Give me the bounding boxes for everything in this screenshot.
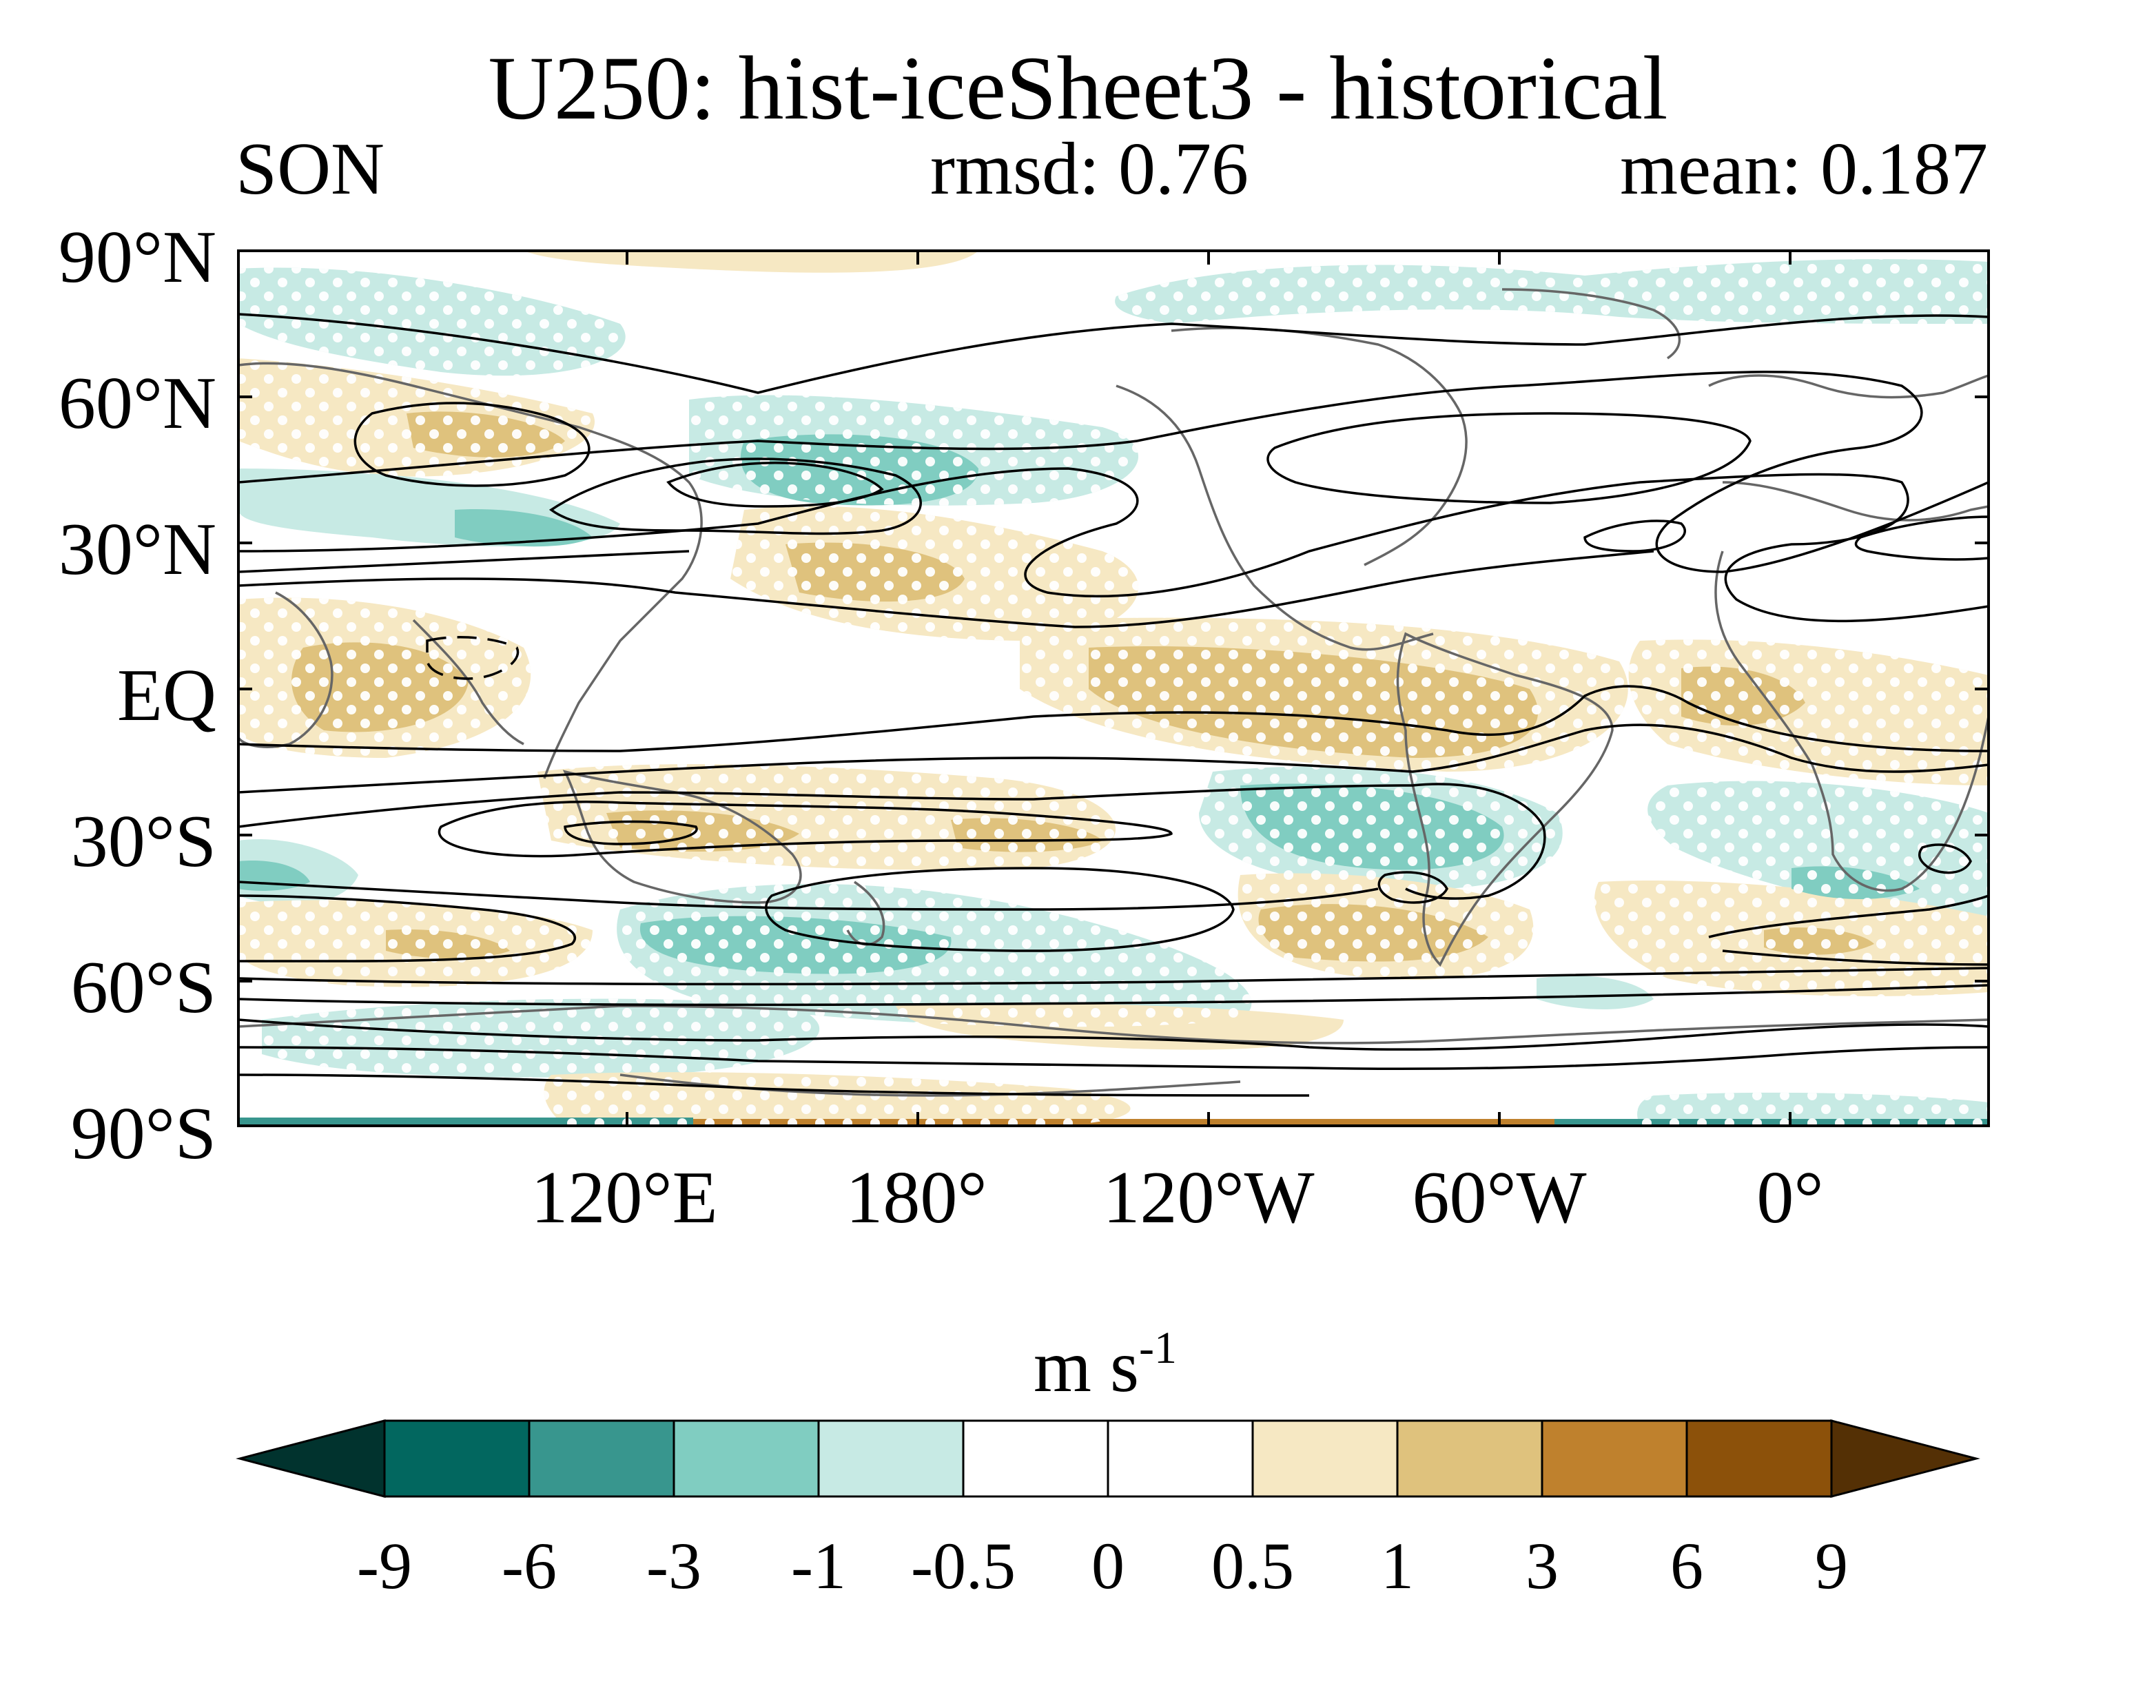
colorbar-tick-label: -9 [357, 1529, 412, 1603]
lon-label-120w: 120°W [1102, 1157, 1315, 1239]
colorbar-tick-label: 1 [1381, 1529, 1414, 1603]
colorbar-box [383, 1419, 531, 1498]
lon-label-60w: 60°W [1412, 1157, 1587, 1239]
colorbar-box [673, 1419, 820, 1498]
units-exponent: -1 [1139, 1323, 1178, 1373]
significance-stippling [238, 259, 1989, 1126]
colorbar-box [817, 1419, 965, 1498]
rmsd-label: rmsd: 0.76 [930, 128, 1249, 210]
lat-label-60s: 60°S [70, 947, 216, 1029]
colorbar-tick-label: -1 [791, 1529, 846, 1603]
south-edge-band-brown [693, 1119, 1554, 1126]
colorbar-tick-label: 6 [1670, 1529, 1703, 1603]
colorbar-box [1251, 1419, 1399, 1498]
colorbar-box [528, 1419, 675, 1498]
colorbar-tick-label: 0 [1091, 1529, 1125, 1603]
colorbar-box [1107, 1419, 1254, 1498]
lat-label-eq: EQ [117, 655, 216, 737]
lat-label-90n: 90°N [58, 216, 216, 298]
colorbar-tick-label: -0.5 [911, 1529, 1016, 1603]
colorbar-tick-label: -3 [646, 1529, 701, 1603]
colorbar-box [1685, 1419, 1833, 1498]
lon-label-180: 180° [845, 1157, 987, 1239]
colorbar-extend-high [1830, 1419, 1980, 1498]
colorbar-box [1396, 1419, 1543, 1498]
lon-label-120e: 120°E [531, 1157, 718, 1239]
season-label: SON [236, 128, 385, 210]
climatology-contours [238, 313, 1989, 1097]
mean-label: mean: 0.187 [1620, 128, 1988, 210]
colorbar-tick-label: -6 [502, 1529, 557, 1603]
colorbar-tick-label: 9 [1815, 1529, 1848, 1603]
map-ticks [238, 251, 1989, 1126]
colorbar-box [962, 1419, 1109, 1498]
units-base: m s [1034, 1326, 1140, 1408]
map-panel [238, 251, 1989, 1126]
colorbar-tick-label: 3 [1526, 1529, 1559, 1603]
lat-label-90s: 90°S [70, 1093, 216, 1175]
colorbar-tick-label: 0.5 [1211, 1529, 1294, 1603]
lat-label-30n: 30°N [58, 508, 216, 590]
colorbar-extend-low [236, 1419, 386, 1498]
lat-label-60n: 60°N [58, 362, 216, 444]
colorbar [236, 1419, 1980, 1498]
lat-label-30s: 30°S [70, 801, 216, 883]
figure-title: U250: hist-iceSheet3 - historical [488, 37, 1668, 138]
colorbar-box [1541, 1419, 1688, 1498]
lon-label-0: 0° [1756, 1157, 1824, 1239]
colorbar-units: m s-1 [1034, 1326, 1177, 1404]
